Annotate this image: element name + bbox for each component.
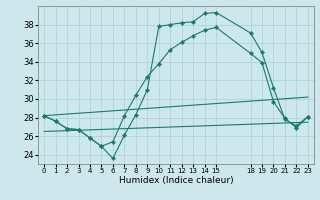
X-axis label: Humidex (Indice chaleur): Humidex (Indice chaleur) bbox=[119, 176, 233, 185]
